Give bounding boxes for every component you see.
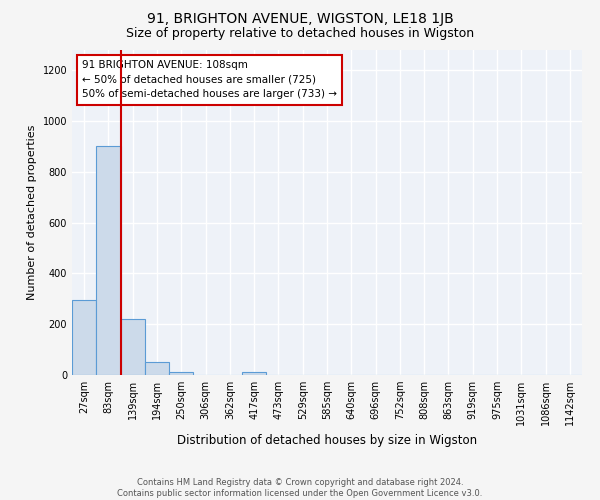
Text: 91 BRIGHTON AVENUE: 108sqm
← 50% of detached houses are smaller (725)
50% of sem: 91 BRIGHTON AVENUE: 108sqm ← 50% of deta… [82, 60, 337, 100]
Bar [72, 300, 96, 375]
Text: Size of property relative to detached houses in Wigston: Size of property relative to detached ho… [126, 28, 474, 40]
Bar [242, 372, 266, 375]
X-axis label: Distribution of detached houses by size in Wigston: Distribution of detached houses by size … [177, 434, 477, 446]
Bar [145, 362, 169, 375]
Y-axis label: Number of detached properties: Number of detached properties [27, 125, 37, 300]
Bar [169, 372, 193, 375]
Bar [96, 146, 121, 375]
Text: Contains HM Land Registry data © Crown copyright and database right 2024.
Contai: Contains HM Land Registry data © Crown c… [118, 478, 482, 498]
Text: 91, BRIGHTON AVENUE, WIGSTON, LE18 1JB: 91, BRIGHTON AVENUE, WIGSTON, LE18 1JB [146, 12, 454, 26]
Bar [121, 319, 145, 375]
